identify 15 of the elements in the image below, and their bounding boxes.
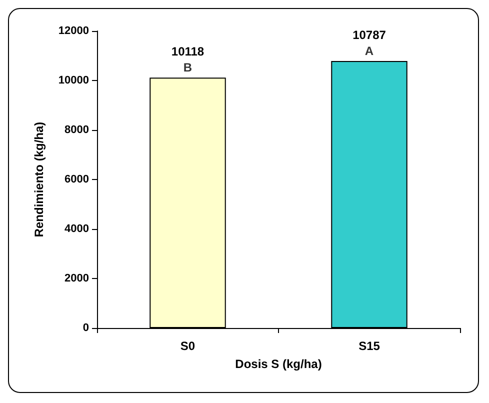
x-tick-label: S15 <box>358 339 380 353</box>
x-axis-title: Dosis S (kg/ha) <box>235 357 322 371</box>
annotation: B <box>183 60 192 75</box>
y-tick-label: 0 <box>82 322 89 334</box>
y-tick-label: 2000 <box>64 272 89 284</box>
y-axis-title: Rendimiento (kg/ha) <box>32 122 46 238</box>
x-tick-label: S0 <box>180 339 196 353</box>
y-tick-label: 6000 <box>64 174 89 186</box>
data-label: 10787 <box>352 28 386 42</box>
y-tick-label: 10000 <box>58 74 89 86</box>
annotation: A <box>364 44 374 58</box>
data-label: 10118 <box>171 44 204 59</box>
y-tick-label: 12000 <box>58 25 89 37</box>
y-tick-label: 8000 <box>64 124 89 136</box>
y-tick-label: 4000 <box>64 223 89 235</box>
